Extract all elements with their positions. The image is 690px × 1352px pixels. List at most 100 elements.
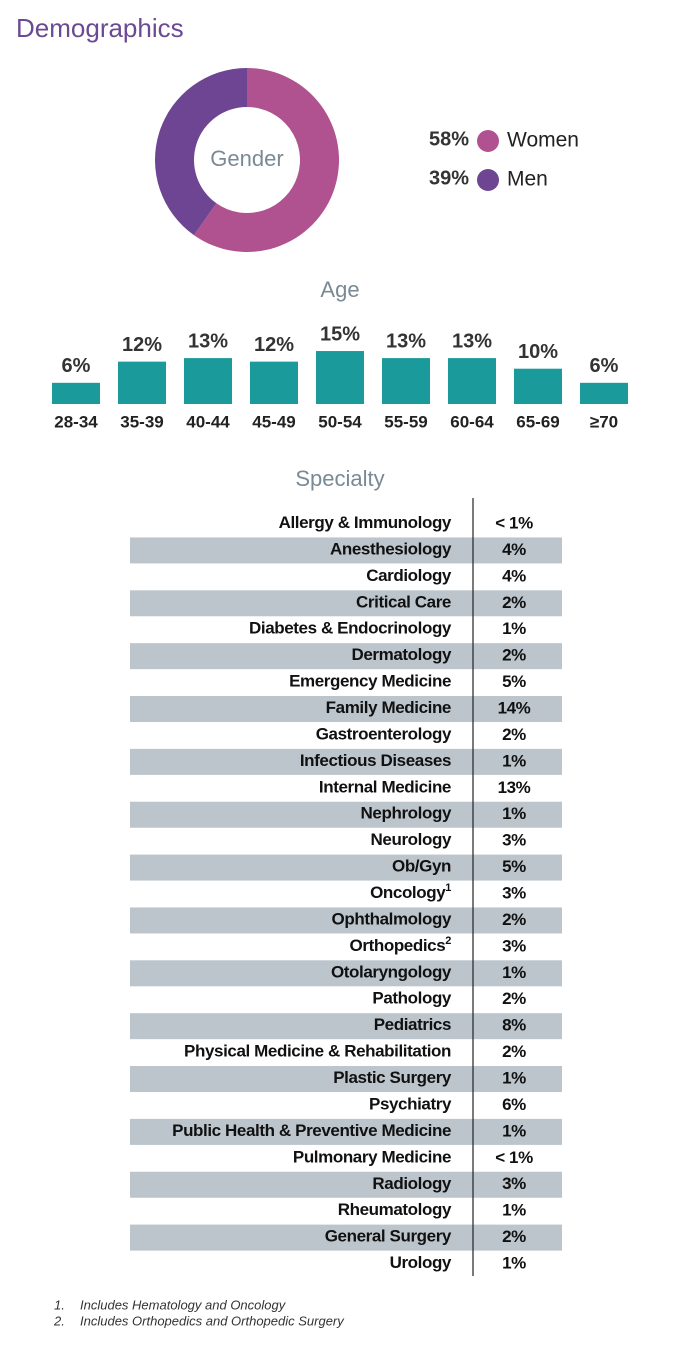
row-label: Family Medicine <box>326 698 451 717</box>
pie-slice <box>193 68 340 253</box>
row-label-text: Diabetes & Endocrinology <box>249 619 452 638</box>
x-tick-label: 45-49 <box>252 412 295 431</box>
bar-value-label: 13% <box>188 330 228 352</box>
row-value: 3% <box>502 936 526 955</box>
row-label: Physical Medicine & Rehabilitation <box>184 1042 451 1061</box>
row-label-text: Emergency Medicine <box>289 672 451 691</box>
pie-center-label: Gender <box>210 146 283 171</box>
bar <box>184 358 232 404</box>
row-label-text: Plastic Surgery <box>333 1069 452 1088</box>
page-title: Demographics <box>16 13 184 43</box>
row-value: 1% <box>502 963 526 982</box>
row-stripe <box>130 1224 562 1251</box>
row-label-text: Family Medicine <box>326 698 451 717</box>
x-tick-label: 55-59 <box>384 412 427 431</box>
bar-value-label: 12% <box>254 334 294 356</box>
row-label-text: Rheumatology <box>338 1201 452 1220</box>
row-label-text: Pediatrics <box>374 1016 451 1035</box>
row-value: 2% <box>502 593 526 612</box>
row-label: Ophthalmology <box>332 910 452 929</box>
legend-label: Women <box>507 129 579 152</box>
bar <box>580 382 628 404</box>
legend-swatch <box>477 130 499 152</box>
row-label: Pulmonary Medicine <box>293 1148 451 1167</box>
bar <box>514 368 562 404</box>
row-value: 14% <box>498 698 531 717</box>
row-label: Ob/Gyn <box>392 857 451 876</box>
row-value: 1% <box>502 619 526 638</box>
row-stripe <box>130 1118 562 1145</box>
row-label: Psychiatry <box>369 1095 452 1114</box>
row-value: 1% <box>502 751 526 770</box>
row-label-text: Cardiology <box>366 566 452 585</box>
row-label: Rheumatology <box>338 1201 452 1220</box>
row-label: Allergy & Immunology <box>279 513 452 532</box>
bar <box>250 361 298 404</box>
row-footnote-mark: 1 <box>445 882 451 894</box>
row-label-text: Dermatology <box>351 646 451 665</box>
row-label: Otolaryngology <box>331 963 452 982</box>
row-value: 2% <box>502 646 526 665</box>
row-value: < 1% <box>495 513 533 532</box>
bar <box>118 361 166 404</box>
row-label-text: Critical Care <box>356 593 451 612</box>
row-label-text: Allergy & Immunology <box>279 513 452 532</box>
row-value: 1% <box>502 1121 526 1140</box>
bar-value-label: 12% <box>122 334 162 356</box>
x-tick-label: 50-54 <box>318 412 362 431</box>
legend-swatch <box>477 169 499 191</box>
row-value: 1% <box>502 1201 526 1220</box>
row-label-text: Pathology <box>372 989 452 1008</box>
row-label-text: Otolaryngology <box>331 963 452 982</box>
row-label-text: Physical Medicine & Rehabilitation <box>184 1042 451 1061</box>
row-value: 4% <box>502 566 526 585</box>
row-stripe <box>130 537 562 564</box>
bar-value-label: 13% <box>386 330 426 352</box>
bar <box>316 351 364 404</box>
row-value: 2% <box>502 1227 526 1246</box>
row-label-text: Radiology <box>372 1174 452 1193</box>
row-label: Anesthesiology <box>330 540 452 559</box>
bar-value-label: 15% <box>320 323 360 345</box>
row-label-text: Urology <box>390 1254 452 1273</box>
row-label: Pediatrics <box>374 1016 451 1035</box>
row-stripe <box>130 1066 562 1093</box>
row-stripe <box>130 960 562 987</box>
row-stripe <box>130 907 562 934</box>
row-label: Critical Care <box>356 593 451 612</box>
bar-value-label: 6% <box>62 355 91 377</box>
row-label: Dermatology <box>351 646 451 665</box>
row-value: 3% <box>502 1174 526 1193</box>
legend-value: 39% <box>429 167 469 189</box>
row-label-text: Infectious Diseases <box>300 751 451 770</box>
x-tick-label: 35-39 <box>120 412 163 431</box>
bar <box>448 358 496 404</box>
x-tick-label: 60-64 <box>450 412 494 431</box>
row-stripe <box>130 643 562 670</box>
footnote-mark: 2. <box>53 1313 65 1328</box>
row-value: 8% <box>502 1016 526 1035</box>
row-stripe <box>130 696 562 723</box>
x-tick-label: 28-34 <box>54 412 98 431</box>
row-stripe <box>130 801 562 828</box>
row-label: General Surgery <box>325 1227 452 1246</box>
row-value: 1% <box>502 804 526 823</box>
footnote-text: Includes Orthopedics and Orthopedic Surg… <box>80 1313 345 1328</box>
row-value: 3% <box>502 831 526 850</box>
row-value: 1% <box>502 1069 526 1088</box>
row-label-text: Ophthalmology <box>332 910 452 929</box>
row-value: 2% <box>502 1042 526 1061</box>
row-label: Internal Medicine <box>319 778 451 797</box>
row-label-text: Psychiatry <box>369 1095 452 1114</box>
row-label: Oncology1 <box>370 882 451 903</box>
row-stripe <box>130 590 562 617</box>
row-label-text: Orthopedics <box>350 936 446 955</box>
footnote-text: Includes Hematology and Oncology <box>80 1297 287 1312</box>
row-label-text: Ob/Gyn <box>392 857 451 876</box>
footnote-mark: 1. <box>54 1297 65 1312</box>
row-label: Urology <box>390 1254 452 1273</box>
row-label: Neurology <box>371 831 452 850</box>
row-value: 5% <box>502 857 526 876</box>
row-label: Pathology <box>372 989 452 1008</box>
